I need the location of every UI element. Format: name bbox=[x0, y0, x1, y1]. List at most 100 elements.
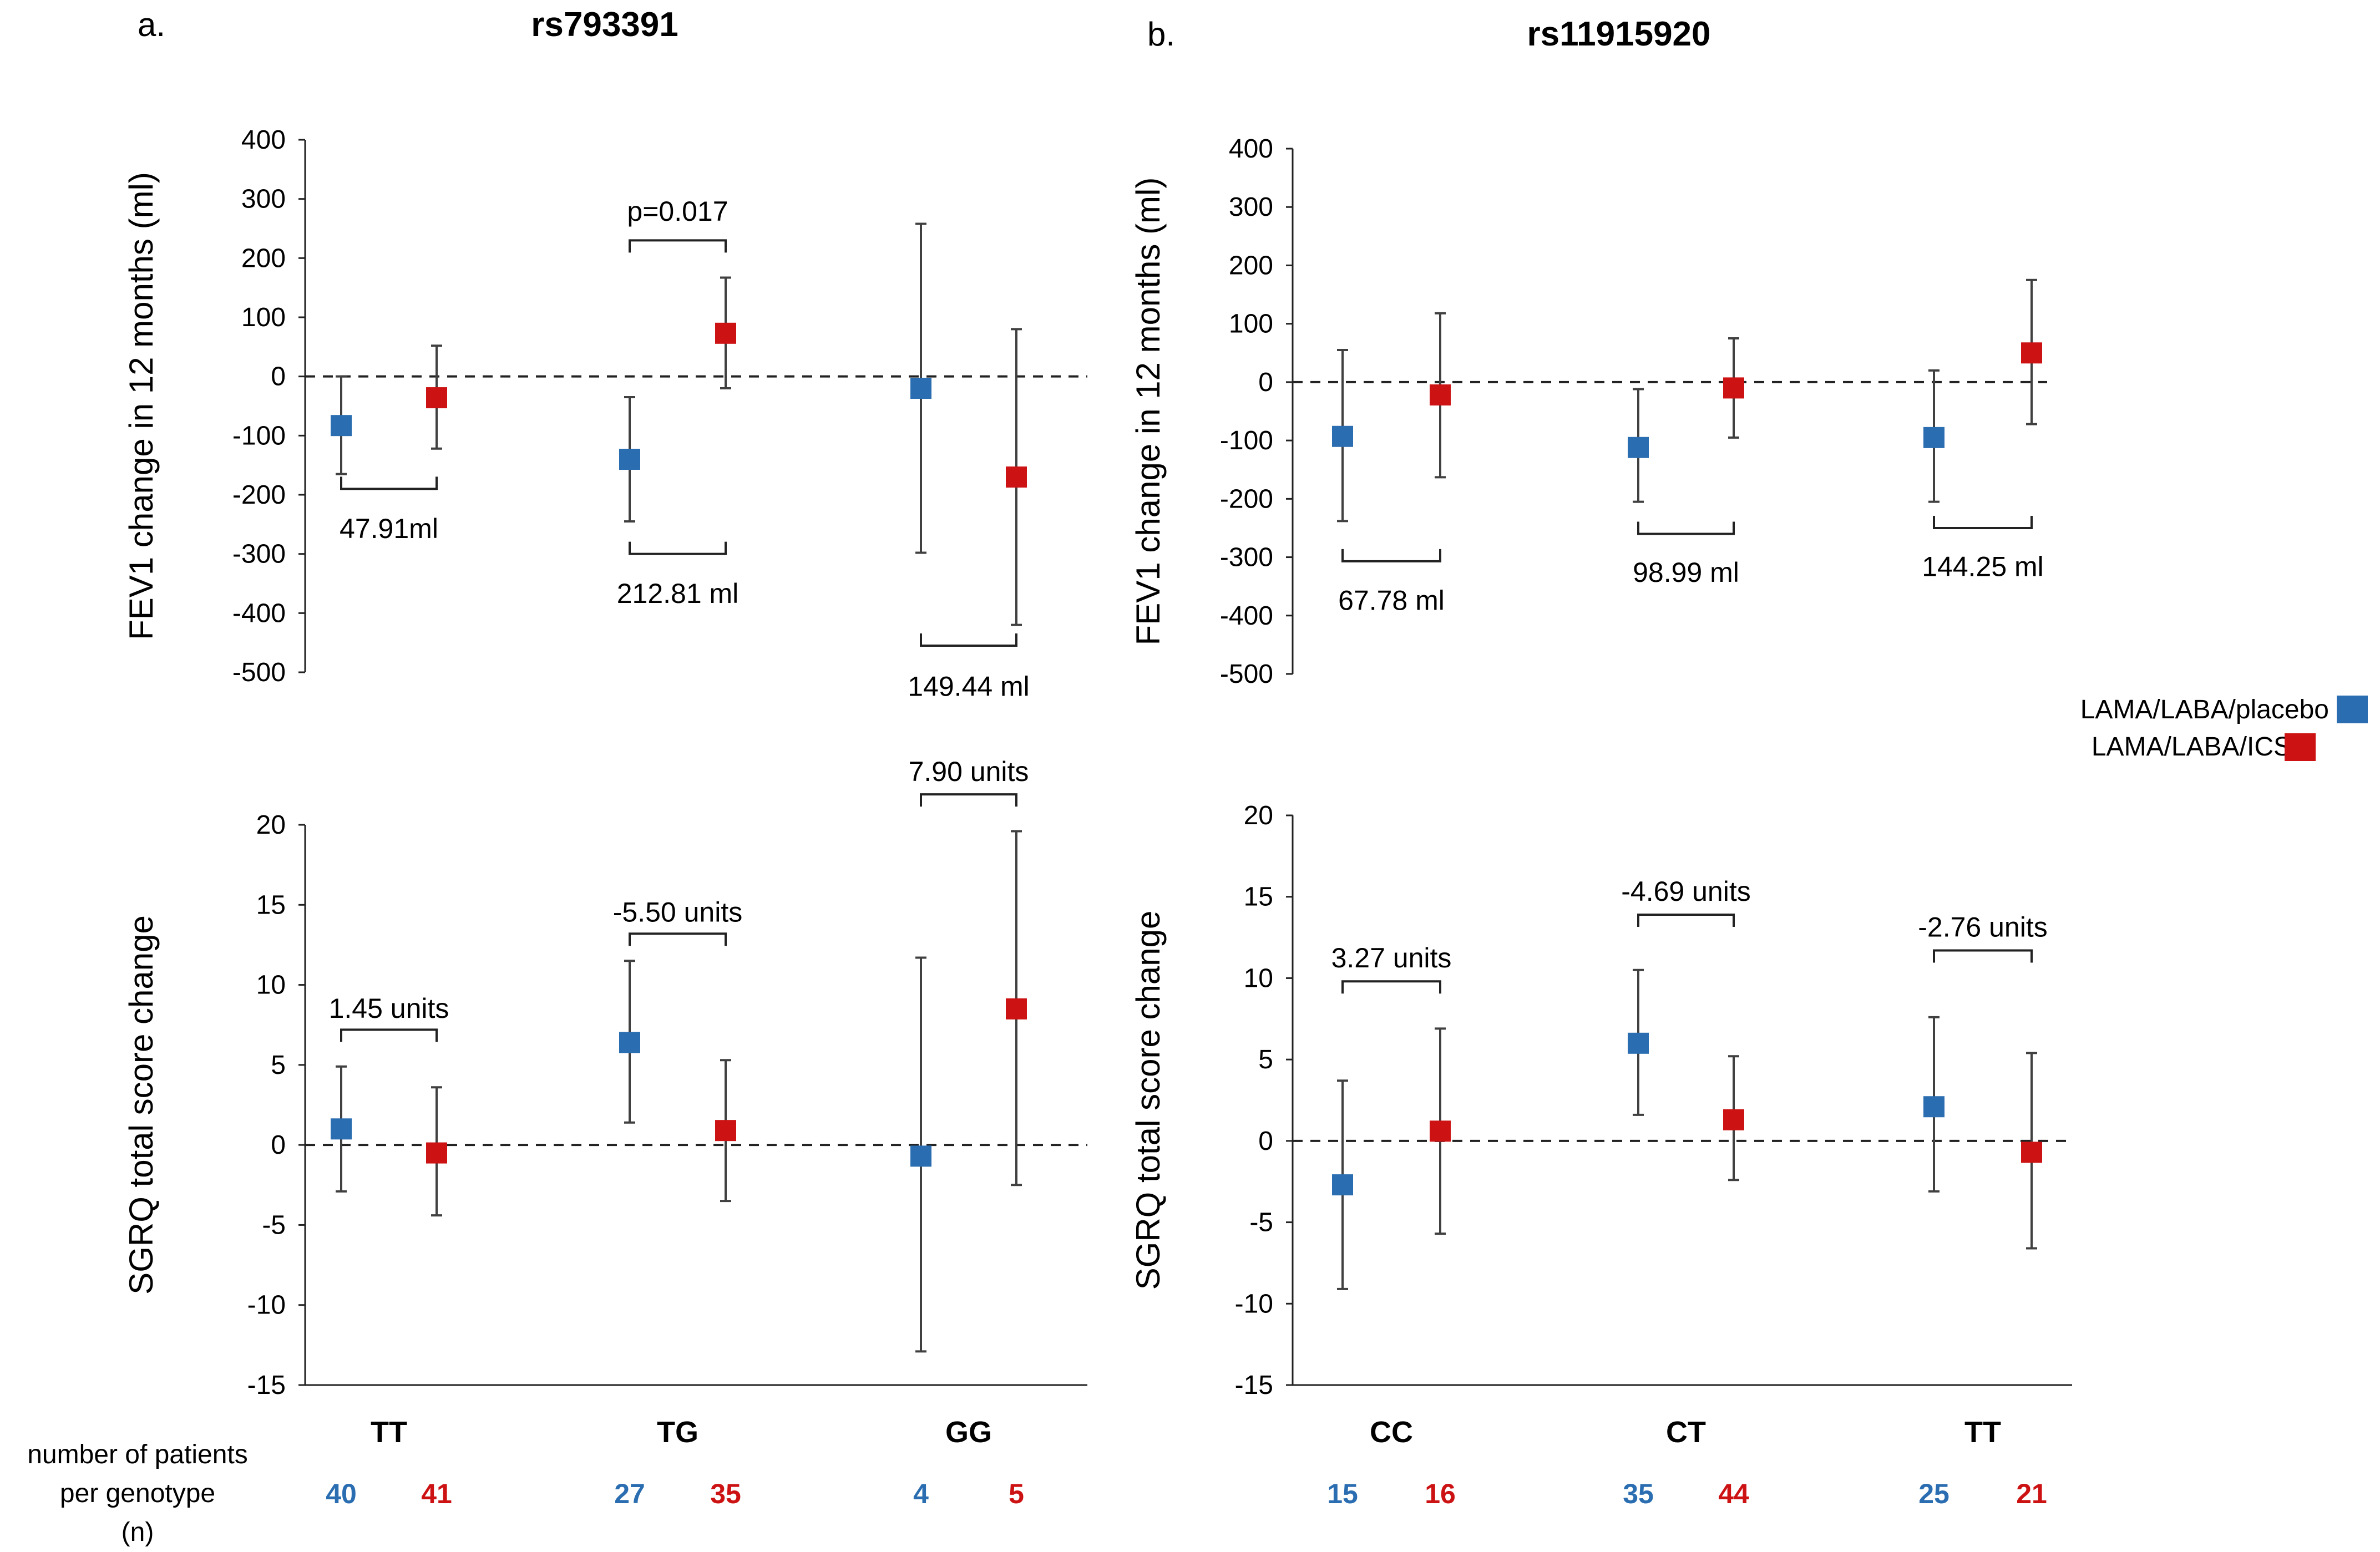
y-tick-label: -5 bbox=[1249, 1208, 1273, 1237]
n-count-placebo: 35 bbox=[1623, 1478, 1654, 1509]
y-tick-label: 10 bbox=[256, 971, 286, 1000]
comparison-bracket bbox=[340, 476, 438, 490]
legend: LAMA/LABA/placebo LAMA/LABA/ICS bbox=[2080, 695, 2368, 762]
y-tick-label: -100 bbox=[232, 421, 286, 450]
legend-swatch-placebo bbox=[2337, 696, 2368, 723]
data-point-ics bbox=[1006, 998, 1027, 1020]
genotype-label: TG bbox=[657, 1416, 698, 1449]
y-tick-label: -400 bbox=[1220, 601, 1273, 631]
comparison-bracket bbox=[1933, 515, 2033, 529]
comparison-bracket bbox=[1637, 521, 1735, 535]
difference-annotation: 47.91ml bbox=[340, 513, 438, 544]
difference-annotation: 149.44 ml bbox=[908, 671, 1030, 702]
data-point-placebo bbox=[331, 1118, 352, 1140]
data-point-placebo bbox=[331, 415, 352, 437]
y-axis-label: SGRQ total score change bbox=[1130, 911, 1167, 1290]
genotype-label: TT bbox=[371, 1416, 407, 1449]
comparison-bracket bbox=[920, 793, 1017, 807]
difference-annotation: -2.76 units bbox=[1918, 911, 2047, 942]
y-axis-label: FEV1 change in 12 months (ml) bbox=[1130, 177, 1167, 646]
y-tick-label: 400 bbox=[1229, 134, 1273, 164]
comparison-bracket bbox=[1933, 949, 2033, 963]
y-tick-label: 0 bbox=[1258, 368, 1273, 397]
n-count-placebo: 25 bbox=[1918, 1478, 1949, 1509]
data-point-placebo bbox=[619, 1032, 640, 1053]
comparison-bracket bbox=[1341, 549, 1441, 562]
y-tick-label: -10 bbox=[1235, 1289, 1273, 1318]
n-label-line-2: per genotype bbox=[60, 1479, 215, 1508]
difference-annotation: 98.99 ml bbox=[1633, 557, 1739, 588]
difference-annotation: 144.25 ml bbox=[1922, 551, 2044, 582]
difference-annotation: -5.50 units bbox=[613, 897, 742, 928]
n-count-ics: 35 bbox=[710, 1478, 741, 1509]
genotype-label: CT bbox=[1666, 1416, 1706, 1449]
comparison-bracket bbox=[629, 541, 727, 555]
y-tick-label: -400 bbox=[232, 599, 286, 628]
panel-title-b: rs11915920 bbox=[1527, 15, 1710, 53]
genotype-label: GG bbox=[945, 1416, 992, 1449]
y-tick-label: -15 bbox=[1235, 1371, 1273, 1400]
data-point-ics bbox=[426, 387, 447, 409]
legend-label-placebo: LAMA/LABA/placebo bbox=[2080, 695, 2329, 724]
y-tick-label: 5 bbox=[271, 1051, 286, 1080]
y-tick-label: 15 bbox=[1244, 882, 1273, 912]
y-tick-label: -300 bbox=[1220, 543, 1273, 572]
y-tick-label: 10 bbox=[1244, 963, 1273, 993]
n-count-placebo: 27 bbox=[614, 1478, 645, 1509]
difference-annotation: 67.78 ml bbox=[1338, 585, 1445, 616]
n-label-line-1: number of patients bbox=[27, 1440, 248, 1469]
data-point-placebo bbox=[619, 449, 640, 470]
data-point-ics bbox=[1723, 1109, 1744, 1130]
difference-annotation: 1.45 units bbox=[329, 993, 449, 1024]
chart-sgrq-b: 20 15 10 5 0 -5 -10 -15 SGRQ total score change 3… bbox=[1130, 801, 2072, 1400]
n-count-ics: 5 bbox=[1009, 1478, 1024, 1509]
y-tick-label: 0 bbox=[271, 1130, 286, 1160]
y-tick-label: 200 bbox=[241, 244, 286, 273]
n-count-ics: 44 bbox=[1718, 1478, 1749, 1509]
chart-fev1-a: 400 300 200 100 0 -100 -200 -300 -400 -500 FEV1 ch… bbox=[123, 125, 1087, 702]
chart-sgrq-a: 20 15 10 5 0 -5 -10 -15 SGRQ total score change 1… bbox=[123, 756, 1087, 1400]
y-tick-label: -200 bbox=[232, 480, 286, 510]
data-point-ics bbox=[1006, 466, 1027, 488]
n-row-label: number of patients per genotype (n) bbox=[27, 1440, 248, 1547]
data-point-placebo bbox=[910, 378, 931, 399]
n-count-ics: 41 bbox=[421, 1478, 452, 1509]
chart-fev1-b: 400 300 200 100 0 -100 -200 -300 -400 -500 FEV1 ch… bbox=[1130, 134, 2047, 689]
y-tick-label: 20 bbox=[256, 810, 286, 840]
data-point-placebo bbox=[910, 1145, 931, 1167]
y-tick-label: -15 bbox=[247, 1371, 286, 1400]
y-tick-label: -200 bbox=[1220, 484, 1273, 514]
comparison-bracket bbox=[340, 1028, 438, 1042]
comparison-bracket bbox=[629, 932, 727, 946]
y-tick-label: 100 bbox=[1229, 310, 1273, 339]
difference-annotation: 3.27 units bbox=[1331, 942, 1452, 973]
comparison-bracket bbox=[1637, 913, 1735, 927]
legend-label-ics: LAMA/LABA/ICS bbox=[2092, 732, 2291, 762]
data-point-placebo bbox=[1923, 1096, 1944, 1118]
y-tick-label: -5 bbox=[262, 1210, 286, 1240]
genotype-label: TT bbox=[1964, 1416, 2001, 1449]
data-point-ics bbox=[715, 1120, 736, 1142]
difference-annotation: -4.69 units bbox=[1621, 876, 1750, 907]
difference-annotation: p=0.017 bbox=[627, 196, 728, 227]
data-point-ics bbox=[1723, 377, 1744, 399]
y-axis-label: FEV1 change in 12 months (ml) bbox=[123, 172, 160, 640]
n-count-placebo: 15 bbox=[1327, 1478, 1358, 1509]
n-count-ics: 21 bbox=[2016, 1478, 2047, 1509]
n-count-placebo: 4 bbox=[913, 1478, 929, 1509]
y-tick-label: -300 bbox=[232, 540, 286, 569]
panel-label-a: a. bbox=[138, 6, 165, 43]
y-tick-label: -100 bbox=[1220, 426, 1273, 455]
data-point-ics bbox=[426, 1142, 447, 1164]
y-tick-label: 0 bbox=[1258, 1127, 1273, 1156]
panel-label-b: b. bbox=[1147, 16, 1175, 53]
difference-annotation: 212.81 ml bbox=[617, 578, 739, 609]
data-point-ics bbox=[2021, 1142, 2042, 1163]
y-tick-label: 15 bbox=[256, 890, 286, 920]
y-tick-label: -500 bbox=[1220, 660, 1273, 689]
data-point-placebo bbox=[1628, 1032, 1649, 1054]
y-tick-label: 20 bbox=[1244, 801, 1273, 830]
y-tick-label: 300 bbox=[241, 185, 286, 214]
